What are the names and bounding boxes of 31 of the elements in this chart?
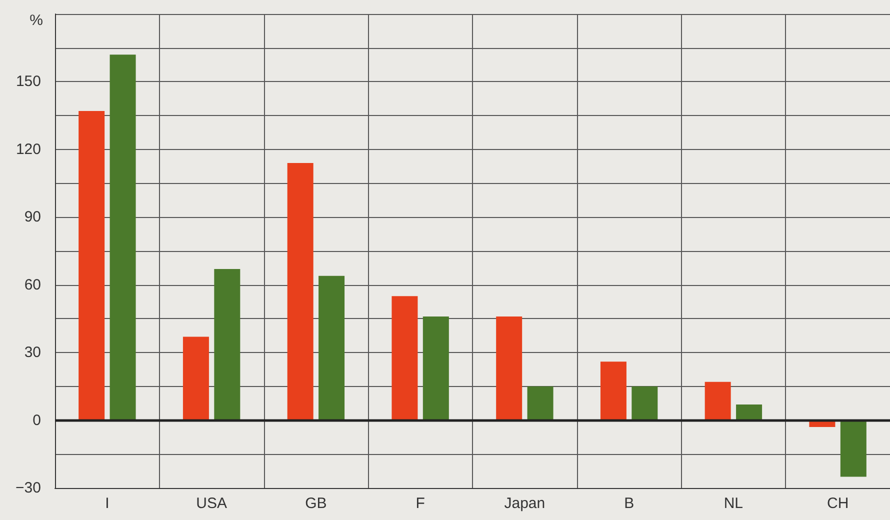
bar [736, 404, 762, 420]
bar [110, 54, 136, 420]
y-tick-label: −30 [16, 480, 41, 496]
bar [182, 336, 209, 420]
bar [422, 316, 449, 420]
bar [840, 420, 866, 477]
y-tick-label: 120 [16, 140, 41, 158]
x-tick-label: USA [196, 495, 227, 512]
x-tick-label: GB [305, 495, 327, 512]
y-tick-label: 0 [32, 412, 41, 429]
x-tick-label: NL [724, 495, 744, 512]
y-axis-title: % [30, 12, 43, 29]
bar [214, 269, 240, 420]
bar [318, 276, 345, 420]
bar [632, 386, 658, 420]
bar [392, 296, 418, 420]
y-tick-label: 90 [24, 208, 41, 226]
bar [527, 386, 554, 420]
x-tick-label: I [105, 495, 110, 512]
x-tick-label: Japan [504, 495, 546, 512]
x-tick-label: CH [826, 495, 849, 512]
y-tick-label: 30 [24, 344, 41, 362]
x-tick-label: B [624, 495, 634, 512]
bar [704, 382, 731, 420]
y-tick-label: 150 [16, 73, 41, 90]
y-tick-label: 60 [24, 276, 41, 294]
bar [287, 162, 314, 420]
x-tick-label: F [416, 495, 425, 512]
bar [496, 316, 522, 420]
bar [600, 362, 626, 420]
bar [78, 111, 105, 420]
